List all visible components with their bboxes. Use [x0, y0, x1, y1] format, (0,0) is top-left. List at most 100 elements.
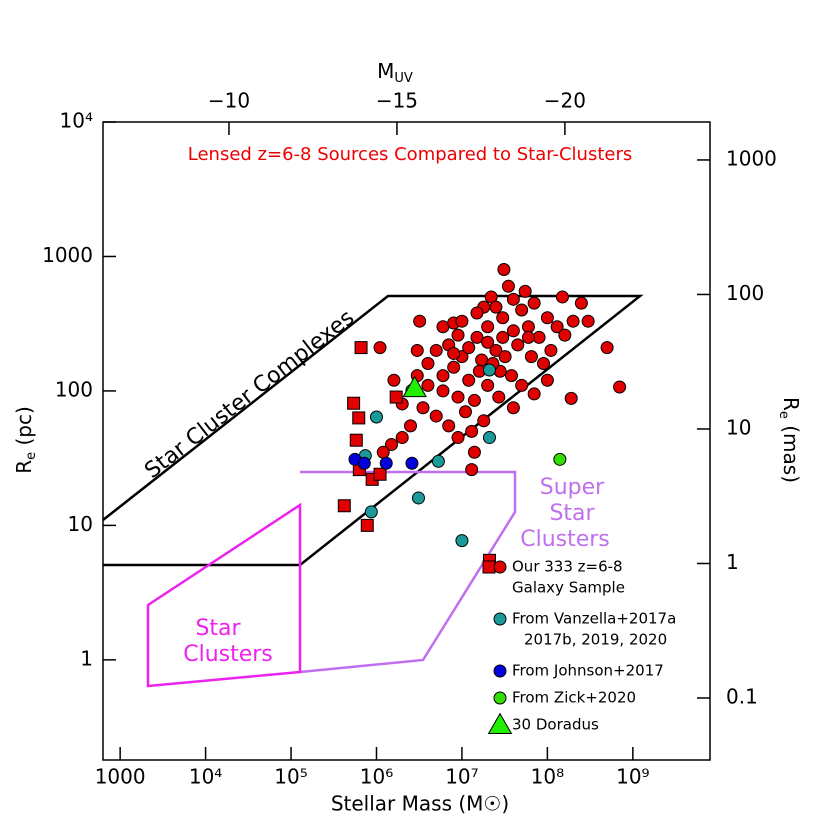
x2-tick-label: −15 [376, 89, 418, 113]
x-tick-label: 10⁵ [274, 765, 307, 789]
point [506, 401, 520, 415]
point [482, 431, 496, 445]
label-part: (pc) [12, 406, 36, 452]
y2-tick-label: 10 [726, 415, 751, 439]
point [421, 378, 435, 392]
point [521, 330, 535, 344]
point [501, 279, 515, 293]
legend-label: Our 333 z=6-8 [512, 558, 623, 576]
y2-tick-label: 1 [726, 550, 739, 574]
complexes-region [102, 294, 644, 567]
label-part: (mas) [780, 419, 804, 483]
point [493, 691, 507, 705]
cluster-region [146, 502, 302, 688]
super-label: Clusters [520, 527, 610, 552]
point [558, 328, 572, 342]
point [436, 384, 450, 398]
point [455, 314, 469, 328]
point [369, 410, 383, 424]
point [379, 456, 393, 470]
point [451, 390, 465, 404]
y-tick-label: 10⁴ [60, 109, 93, 133]
triangle-point [402, 375, 427, 398]
x-tick-label: 10⁶ [360, 765, 393, 789]
super-label: Star [549, 501, 595, 526]
point [465, 424, 479, 438]
x-tick-label: 10⁷ [445, 765, 478, 789]
point [429, 409, 443, 423]
label-part: e [24, 452, 39, 460]
point [555, 290, 569, 304]
legend-label: From Vanzella+2017a [512, 610, 676, 628]
point [421, 356, 435, 370]
square-point [354, 341, 368, 355]
square-point [360, 518, 374, 532]
point [403, 419, 417, 433]
y2-tick-label: 1000 [726, 146, 777, 170]
x2-tick-label: −10 [208, 89, 250, 113]
point [489, 300, 503, 314]
point [405, 456, 419, 470]
point [373, 341, 387, 355]
square-point [352, 411, 366, 425]
label-part: e [777, 411, 792, 419]
super-label: Super [540, 475, 605, 500]
point [481, 335, 495, 349]
point [429, 343, 443, 357]
point [511, 338, 525, 352]
y2-axis-label: Re (mas) [777, 397, 804, 483]
label-part: R [780, 397, 804, 411]
square-point [337, 499, 351, 513]
y-tick-label: 100 [55, 377, 93, 401]
point [492, 390, 506, 404]
clusters-label: Clusters [183, 642, 273, 667]
x2-tick-label: −20 [544, 89, 586, 113]
point [527, 296, 541, 310]
heading: Lensed z=6-8 Sources Compared to Star-Cl… [188, 144, 632, 165]
point [493, 560, 507, 574]
legend-label: Galaxy Sample [512, 579, 625, 597]
point [574, 296, 588, 310]
legend-label: 30 Doradus [512, 716, 599, 734]
point [470, 330, 484, 344]
point [470, 306, 484, 320]
square-point [349, 433, 363, 447]
y-axis-label: Re (pc) [12, 406, 39, 474]
point [475, 353, 489, 367]
point [527, 387, 541, 401]
point [481, 320, 495, 334]
point [613, 380, 627, 394]
x-tick-label: 10⁹ [616, 765, 649, 789]
point [518, 284, 532, 298]
legend-label: From Zick+2020 [512, 689, 636, 707]
point [458, 405, 472, 419]
clusters-label: Star [195, 616, 241, 641]
point [385, 437, 399, 451]
y2-tick-label: 0.1 [726, 685, 758, 709]
point [550, 320, 564, 334]
point [600, 341, 614, 355]
point [566, 314, 580, 328]
y-tick-label: 1000 [42, 243, 93, 267]
point [481, 378, 495, 392]
point [496, 330, 510, 344]
point [467, 445, 481, 459]
point [411, 491, 425, 505]
point [477, 414, 491, 428]
point [553, 452, 567, 466]
point [462, 373, 476, 387]
point [431, 454, 445, 468]
square-point [482, 560, 496, 574]
point [357, 456, 371, 470]
point [536, 356, 550, 370]
point [496, 311, 510, 325]
y-tick-label: 10 [68, 512, 93, 536]
legend-label: From Johnson+2017 [512, 662, 664, 680]
super-cluster-region [299, 470, 517, 674]
point [451, 431, 465, 445]
point [498, 350, 512, 364]
point [442, 419, 456, 433]
plot-frame [102, 121, 711, 761]
point [493, 612, 507, 626]
y2-tick-label: 100 [726, 281, 764, 305]
